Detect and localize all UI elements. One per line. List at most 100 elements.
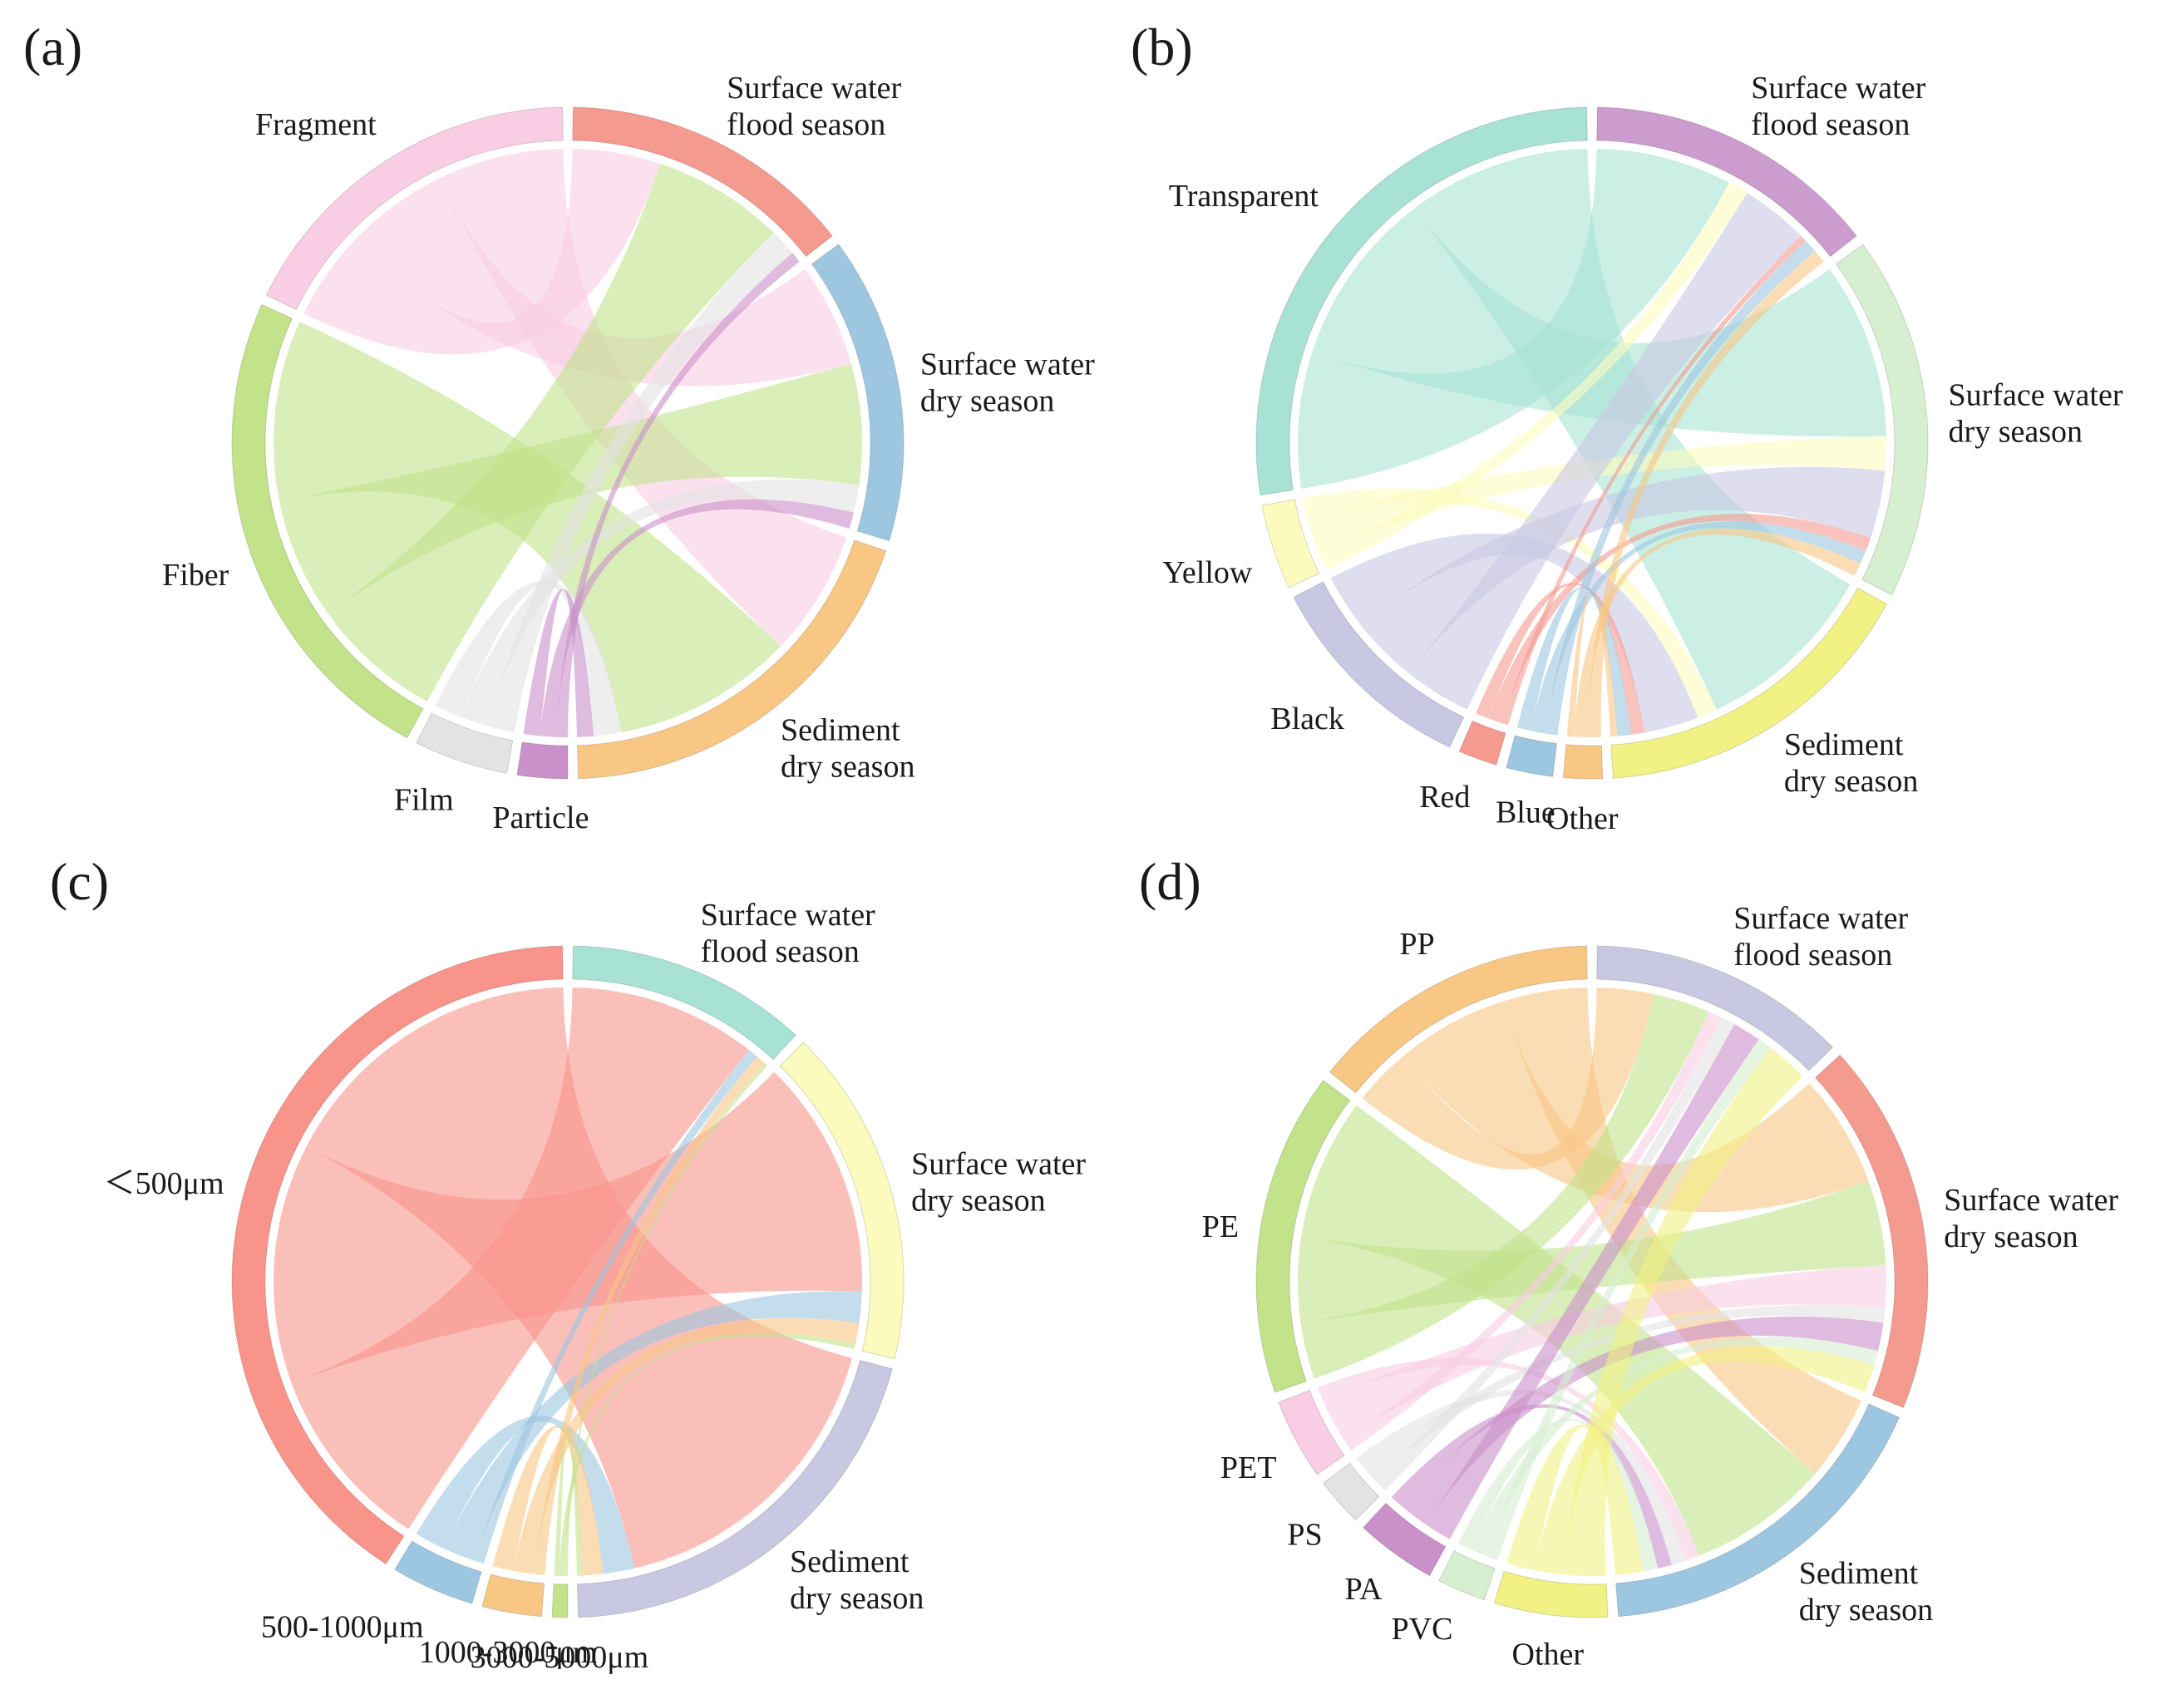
segment-label-black: Black: [1270, 702, 1344, 736]
segment-label-pet: PET: [1220, 1450, 1277, 1485]
arc-segment-surface-water-dry-season: [1814, 1054, 1929, 1409]
arc-segment-ps: [1322, 1462, 1380, 1521]
ribbon-other-to-sediment-dry-season: [1566, 589, 1618, 737]
segment-label-surface-water-dry-season: Surface water dry season: [911, 1147, 1086, 1219]
segment-label-particle: Particle: [492, 800, 589, 835]
arc-segment-1000-3000-m: [481, 1573, 545, 1618]
segment-label-surface-water-flood-season: Surface water flood season: [1751, 71, 1925, 142]
ribbon-500-1000-m-to-surface-water-dry-season: [444, 1291, 862, 1561]
arc-segment-fiber: [231, 303, 424, 739]
ribbon-pet-to-surface-water-dry-season: [1323, 1265, 1886, 1439]
ribbon-pe-to-surface-water-dry-season: [1298, 1180, 1886, 1323]
chord-panel-3: (c) Surface water flood season Surface wate…: [50, 852, 1086, 1675]
ribbon-fragment-to-surface-water-dry-season: [354, 178, 851, 387]
segment-label-1000-3000-m: 1000-3000μm: [419, 1635, 598, 1670]
arc-segment-surface-water-dry-season: [1835, 244, 1929, 596]
ribbon-pvc-to-sediment-dry-season: [1457, 1418, 1659, 1572]
ribbon-transparent-to-surface-water-flood-season: [1297, 149, 1729, 489]
segment-label-pe: PE: [1202, 1209, 1239, 1244]
arc-segment-surface-water-flood-season: [1596, 945, 1834, 1071]
segment-label-surface-water-dry-season: Surface water dry season: [1949, 378, 2123, 450]
arc-segment-red: [1458, 720, 1506, 766]
arc-segment-surface-water-dry-season: [811, 244, 905, 542]
arc-segment-500-m: [231, 945, 564, 1565]
ribbon-3000-5000-m-to-sediment-dry-season: [554, 1428, 583, 1576]
arc-segment-sediment-dry-season: [1615, 1403, 1901, 1618]
ribbon-fiber-to-surface-water-flood-season: [328, 163, 774, 702]
arc-segment-sediment-dry-season: [1610, 587, 1888, 779]
ribbon-pet-to-sediment-dry-season: [1317, 1357, 1699, 1561]
arc-segment-pvc: [1438, 1550, 1496, 1601]
ribbons: [1297, 149, 1886, 737]
segment-label-transparent: Transparent: [1169, 179, 1319, 214]
ribbons: [1298, 987, 1886, 1577]
segment-label-yellow: Yellow: [1162, 555, 1253, 590]
arc-segment-yellow: [1261, 499, 1320, 589]
segment-label-surface-water-dry-season: Surface water dry season: [920, 347, 1095, 419]
ribbon-film-to-surface-water-dry-season: [461, 479, 860, 726]
arc-segment-surface-water-flood-season: [572, 945, 796, 1061]
segment-label-pa: PA: [1345, 1572, 1383, 1607]
ribbon-film-to-surface-water-flood-season: [486, 232, 793, 733]
ribbon-pvc-to-surface-water-flood-season: [1484, 1039, 1771, 1561]
arc-segment-other: [1493, 1570, 1609, 1618]
segment-label-surface-water-flood-season: Surface water flood season: [701, 898, 875, 969]
panel-letter: (d): [1139, 852, 1201, 911]
arc-segment-fragment: [265, 106, 564, 311]
arc-segment-transparent: [1255, 106, 1588, 496]
ribbon-pe-to-surface-water-flood-season: [1300, 993, 1709, 1379]
arc-segment-black: [1293, 581, 1465, 748]
ribbon-ps-to-surface-water-flood-season: [1374, 1017, 1735, 1491]
chord-panel-4: (d) Surface water flood season Surface wate…: [1139, 852, 2118, 1672]
ribbon-blue-to-surface-water-dry-season: [1530, 521, 1866, 734]
ribbon-pa-to-sediment-dry-season: [1391, 1404, 1672, 1569]
arc-segment-sediment-dry-season: [576, 539, 887, 780]
segment-label-other: Other: [1546, 801, 1619, 836]
chord-panel-2: (b) Surface water flood season Surface wate…: [1131, 17, 2123, 836]
arc-segment-other: [1562, 744, 1604, 780]
ribbon-black-to-surface-water-dry-season: [1360, 466, 1886, 673]
ribbon-black-to-sediment-dry-season: [1330, 533, 1698, 733]
panel-letter: (a): [23, 17, 82, 76]
ribbons: [273, 987, 862, 1576]
arc-segment-surface-water-flood-season: [572, 106, 833, 258]
segment-label-blue: Blue: [1496, 795, 1555, 830]
arc-segment-pp: [1329, 945, 1588, 1094]
ribbon-other-to-sediment-dry-season: [1506, 1424, 1644, 1575]
arc-segment-particle: [516, 741, 569, 780]
chord-panel-1: (a) Surface water flood season Surface wate…: [23, 17, 1095, 835]
segment-label-sediment-dry-season: Sediment dry season: [790, 1544, 924, 1616]
arc-segment-blue: [1506, 735, 1557, 777]
ribbon-pp-to-surface-water-dry-season: [1402, 1001, 1869, 1213]
ribbon-red-to-sediment-dry-season: [1476, 583, 1645, 735]
segment-label-surface-water-flood-season: Surface water flood season: [727, 71, 901, 142]
ribbon-1000-3000-m-to-sediment-dry-season: [492, 1426, 604, 1576]
segment-label-other: Other: [1512, 1638, 1585, 1672]
ribbon-other-to-surface-water-flood-season: [1562, 1047, 1803, 1577]
arc-segment-3000-5000-m: [551, 1583, 569, 1618]
segment-label-3000-5000-m: 3000-5000μm: [471, 1640, 649, 1675]
segment-label-500-1000-m: 500-1000μm: [261, 1609, 424, 1644]
ribbon-transparent-to-surface-water-dry-season: [1312, 208, 1886, 437]
ribbons: [274, 149, 862, 737]
segment-label-film: Film: [394, 782, 454, 817]
ribbon-fragment-to-sediment-dry-season: [439, 149, 847, 647]
segment-label-sediment-dry-season: Sediment dry season: [781, 712, 915, 784]
segment-label-pp: PP: [1399, 927, 1434, 962]
arc-segment-pe: [1255, 1080, 1351, 1393]
arc-segment-pet: [1278, 1389, 1345, 1475]
ribbon-fiber-to-sediment-dry-season: [274, 322, 781, 733]
panel-letter: (b): [1131, 17, 1193, 76]
segment-label-red: Red: [1419, 780, 1470, 815]
segment-label-fiber: Fiber: [162, 558, 229, 593]
arc-segment-surface-water-flood-season: [1596, 106, 1857, 258]
panel-letter: (c): [50, 852, 109, 911]
segment-label-pvc: PVC: [1392, 1612, 1453, 1647]
segment-label-sediment-dry-season: Sediment dry season: [1799, 1556, 1933, 1628]
segment-label-sediment-dry-season: Sediment dry season: [1784, 727, 1918, 799]
arc-segment-film: [416, 712, 514, 774]
ribbon-red-to-surface-water-dry-season: [1488, 513, 1871, 723]
ribbon-yellow-to-surface-water-dry-season: [1307, 436, 1886, 551]
ribbon-500-m-to-sediment-dry-season: [306, 987, 852, 1569]
